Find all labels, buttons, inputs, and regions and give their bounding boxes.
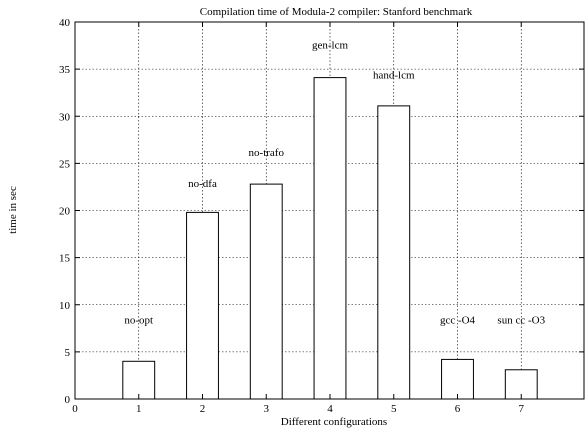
- bar-5: [377, 105, 411, 400]
- y-tick-label: 40: [59, 17, 71, 29]
- x-tick-label: 4: [327, 403, 333, 415]
- x-tick-label: 2: [200, 403, 206, 415]
- bar-label-2: no-dfa: [188, 178, 217, 190]
- bar-label-5: hand-lcm: [373, 70, 415, 82]
- y-tick-label: 35: [59, 64, 71, 76]
- grid-lines: [75, 22, 584, 399]
- y-tick-label: 5: [65, 347, 71, 359]
- bars: [122, 77, 538, 400]
- bar-label-4: gen-lcm: [312, 39, 348, 51]
- bar-1: [122, 360, 156, 400]
- y-axis-label: time in sec: [7, 186, 19, 234]
- x-tick-label: 5: [391, 403, 397, 415]
- y-tick-label: 30: [59, 111, 71, 123]
- chart-title: Compilation time of Modula-2 compiler: S…: [200, 6, 473, 18]
- y-tick-label: 15: [59, 253, 71, 265]
- x-axis-label: Different configurations: [281, 416, 387, 428]
- axis-ticks: 0 5 10 15 20 25 30 35 40 0 1 2 3 4 5 6 7: [59, 17, 584, 415]
- bar-label-6: gcc -O4: [440, 315, 476, 327]
- x-tick-label: 1: [136, 403, 142, 415]
- x-tick-label: 0: [72, 403, 78, 415]
- y-tick-label: 20: [59, 206, 71, 218]
- x-tick-label: 7: [519, 403, 525, 415]
- bar-label-7: sun cc -O3: [497, 315, 545, 327]
- bar-label-3: no-trafo: [249, 147, 285, 159]
- y-tick-label: 25: [59, 158, 71, 170]
- plot-frame: [74, 21, 585, 400]
- x-tick-label: 6: [455, 403, 461, 415]
- bar-6: [441, 358, 474, 400]
- bar-2: [186, 211, 219, 400]
- bar-labels: no-opt no-dfa no-trafo gen-lcm hand-lcm gcc -…: [124, 39, 545, 326]
- bar-4: [313, 77, 347, 400]
- y-tick-label: 10: [59, 300, 71, 312]
- y-tick-label: 0: [65, 394, 71, 406]
- x-tick-label: 3: [264, 403, 270, 415]
- bar-label-1: no-opt: [124, 315, 153, 327]
- bar-3: [249, 183, 283, 400]
